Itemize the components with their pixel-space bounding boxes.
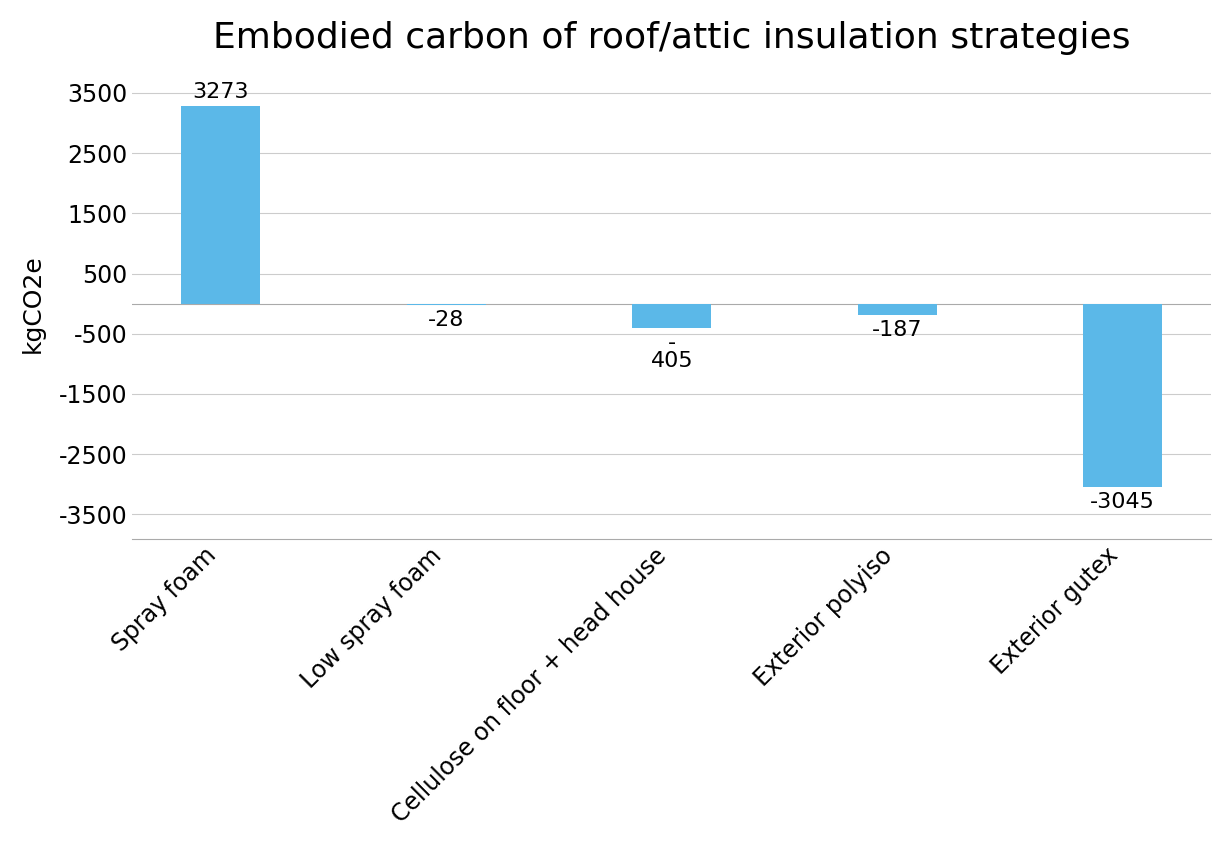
Text: -28: -28 <box>428 310 464 330</box>
Bar <box>407 304 485 305</box>
Title: Embodied carbon of roof/attic insulation strategies: Embodied carbon of roof/attic insulation… <box>213 21 1131 55</box>
Text: -187: -187 <box>872 320 923 340</box>
Bar <box>1083 304 1162 487</box>
Y-axis label: kgCO2e: kgCO2e <box>21 254 44 353</box>
Text: -3045: -3045 <box>1090 492 1156 512</box>
Bar <box>857 304 936 315</box>
Text: 3273: 3273 <box>192 81 249 102</box>
Bar <box>181 107 260 304</box>
Text: -
405: - 405 <box>650 333 694 371</box>
Bar <box>632 304 711 328</box>
